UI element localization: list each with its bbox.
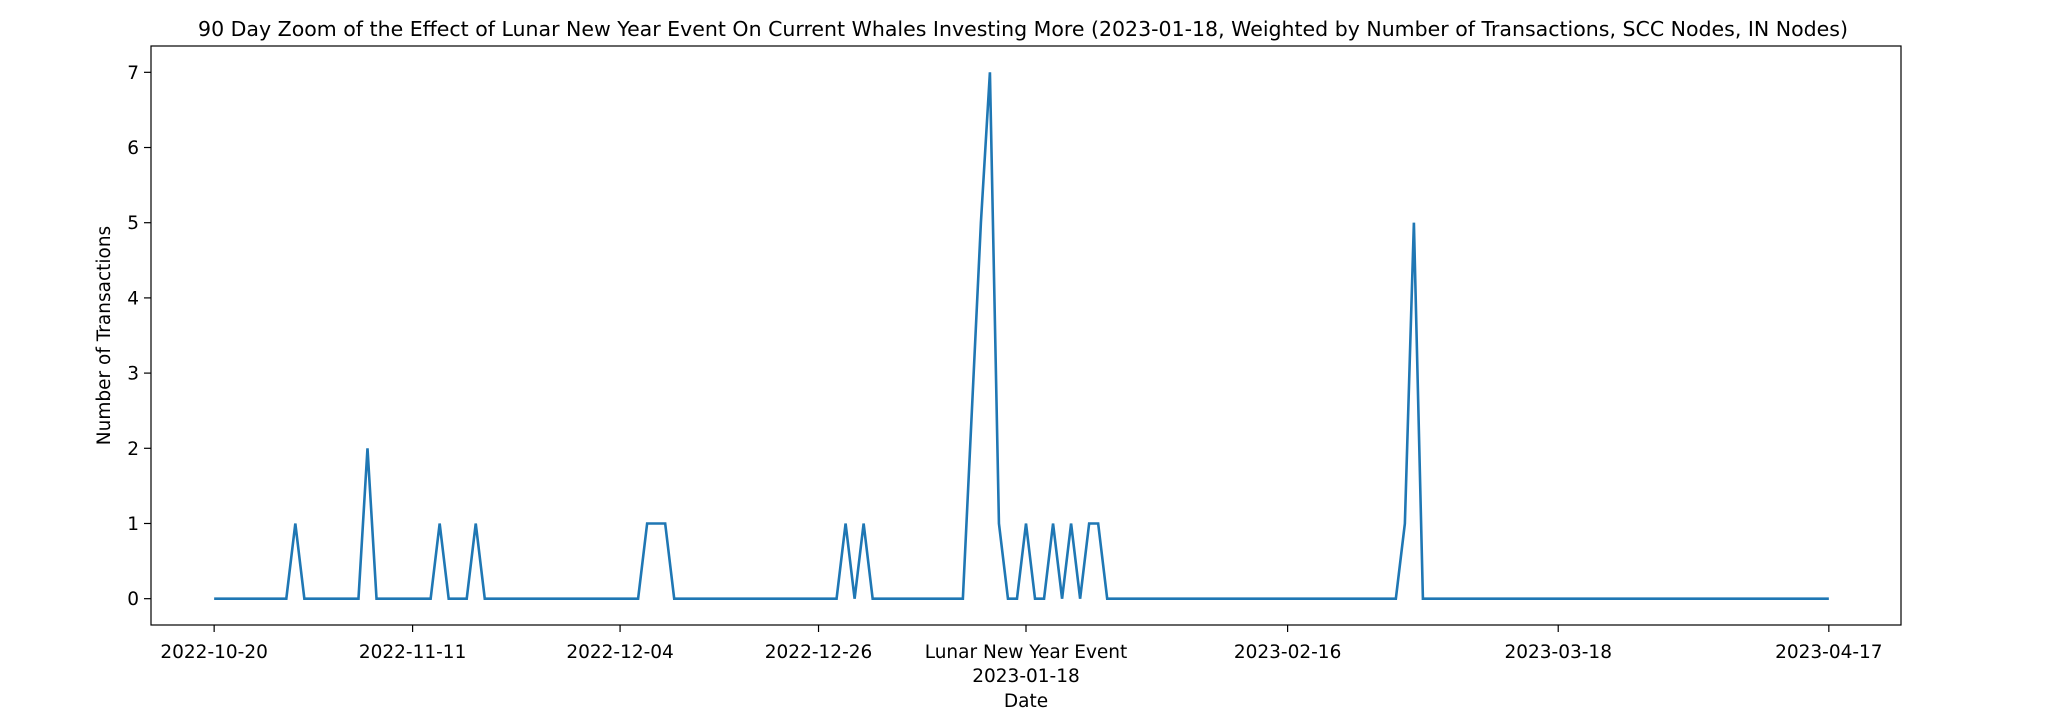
y-tick-label: 3 [127,364,139,385]
y-tick-label: 2 [127,439,139,460]
series-line [214,72,1829,600]
event-marker-label: Lunar New Year Event [925,642,1128,663]
x-axis: 2022-10-20 2022-11-11 2022-12-04 2022-12-26… [160,625,1883,687]
y-tick-label: 7 [127,63,139,84]
y-tick-label: 4 [127,288,139,309]
y-tick-label: 1 [127,514,139,535]
y-tick-label: 0 [127,589,139,610]
y-axis-label: Number of Transactions [94,226,115,445]
chart-title: 90 Day Zoom of the Effect of Lunar New Y… [198,17,1848,41]
x-tick-label: 2023-03-18 [1504,642,1612,663]
y-tick-label: 5 [127,213,139,234]
plot-area-frame [150,45,1902,626]
y-tick-label: 6 [127,138,139,159]
x-tick-label: 2023-01-18 [972,666,1080,687]
x-tick-label: 2022-12-26 [765,642,873,663]
x-tick-label: 2023-04-17 [1775,642,1883,663]
y-axis: 0 1 2 3 4 5 6 7 [127,63,151,610]
x-axis-label: Date [1004,691,1048,712]
x-tick-label: 2022-12-04 [566,642,674,663]
x-tick-label: 2022-10-20 [160,642,268,663]
x-tick-label: 2022-11-11 [359,642,467,663]
x-tick-label: 2023-02-16 [1234,642,1342,663]
